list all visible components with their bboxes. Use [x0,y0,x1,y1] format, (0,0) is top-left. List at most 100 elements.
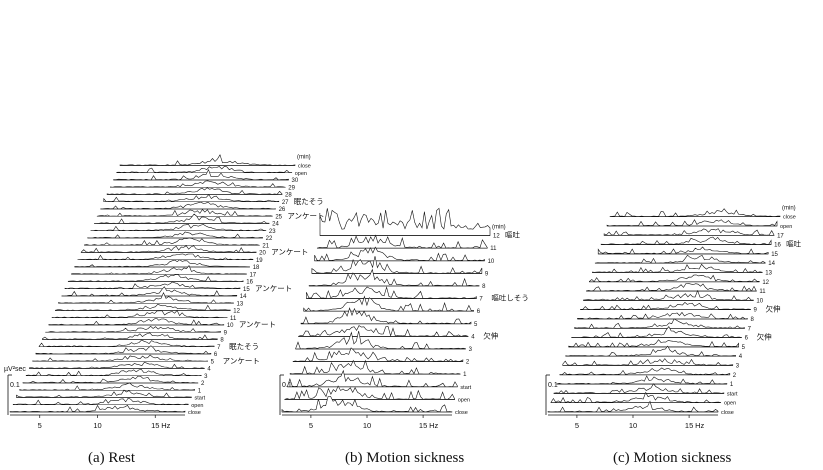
x-tick-label-b-10: 10 [363,421,371,430]
x-tick-label-a-10: 10 [93,421,101,430]
spectrum-a-row-6 [29,361,205,369]
row-label-a-close-0: close [188,410,201,416]
row-label-a-22-24: 22 [266,236,273,242]
time-unit-c: (min) [782,206,796,212]
caption-b: (b) Motion sickness [345,450,465,466]
row-label-a-14-16: 14 [240,294,247,300]
x-tick-label-c-15: 15 [685,421,693,430]
y-scale-label-a: 0.1 [10,382,20,389]
spectrum-a-row-2 [16,389,192,398]
spectrum-c-row-2 [553,383,725,394]
spectrum-c-row-13 [586,283,757,292]
row-label-a-3-5: 3 [204,374,208,380]
row-label-c-open-1: open [724,401,736,407]
annotation-a-min-5: アンケート [223,356,260,365]
row-label-a-21-23: 21 [262,243,269,249]
spectrum-a-row-19 [71,265,247,275]
row-label-b-3-5: 3 [469,347,473,353]
row-label-b-12-14: 12 [493,234,500,240]
x-tick-label-a-15: 15 [151,421,159,430]
spectrum-a-row-29 [103,193,280,203]
caption-c: (c) Motion sickness [613,450,732,466]
row-label-a-12-14: 12 [233,309,240,315]
spectrum-a-row-1 [12,397,189,406]
spectrum-a-row-31 [109,180,286,188]
row-label-a-23-25: 23 [269,229,276,235]
spectrum-b-row-9 [306,286,477,299]
x-tick-label-b-15: 15 [419,421,427,430]
row-label-a-4-6: 4 [207,367,211,373]
spectrum-c-row-3 [556,375,728,385]
spectrum-c-row-1 [550,391,722,404]
row-label-b-1-3: 1 [463,372,467,378]
spectrum-b-row-6 [298,325,469,337]
row-label-a-8-10: 8 [220,338,224,344]
spectrum-c-row-16 [594,254,766,264]
x-unit-c: Hz [695,421,704,430]
row-label-a-close-34: close [298,164,311,170]
annotation-a-min-20: アンケート [271,248,308,257]
spectrum-b-row-10 [308,268,480,287]
row-label-a-5-7: 5 [211,359,215,365]
row-label-b-start-2: start [460,385,471,391]
spectrum-b-row-3 [289,359,461,375]
row-label-a-1-3: 1 [198,388,202,394]
annotation-a-min-25: アンケート [287,211,324,220]
row-label-a-24-26: 24 [272,222,279,228]
spectrum-c-row-11 [580,301,751,311]
annotation-a-min-7: 眠たそう [229,342,259,351]
row-label-b-10-12: 10 [488,259,495,265]
spectrum-a-row-27 [96,209,273,217]
row-label-a-15-17: 15 [243,287,250,293]
spectrum-a-row-4 [22,375,199,384]
row-label-a-9-11: 9 [224,330,228,336]
spectrum-c-row-21 [609,208,781,217]
row-label-a-6-8: 6 [214,352,218,358]
y-scale-label-c: 0.1 [548,382,558,389]
spectrum-a-row-16 [61,286,238,297]
x-unit-b: Hz [429,421,438,430]
row-label-b-2-4: 2 [466,360,470,366]
spectrum-b-row-2 [287,369,458,388]
row-label-c-4-6: 4 [739,354,743,360]
x-tick-label-c-10: 10 [629,421,637,430]
row-label-c-close-0: close [721,410,734,416]
spectrum-a-row-11 [45,325,221,333]
spectrum-a-row-10 [42,332,218,340]
row-label-c-start-2: start [727,391,738,397]
spectrum-a-row-18 [67,274,244,282]
row-label-c-3-5: 3 [736,364,740,370]
spectrum-a-row-34 [119,154,296,166]
row-label-b-6-8: 6 [477,309,481,315]
row-label-a-25-27: 25 [275,214,282,220]
annotation-b-min-7: 嘔吐しそう [491,294,529,303]
spectrum-a-row-21 [77,253,254,261]
spectrum-a-row-33 [116,166,293,174]
x-unit-a: Hz [161,421,170,430]
spectrum-c-row-6 [565,345,737,357]
row-label-c-17-19: 17 [777,233,784,239]
row-label-b-9-11: 9 [485,271,489,277]
time-unit-a: (min) [297,155,311,161]
row-label-a-2-4: 2 [201,381,205,387]
row-label-b-close-0: close [455,410,468,416]
y-unit-a: µV²sec [4,366,26,373]
row-label-c-6-8: 6 [745,336,749,342]
spectrum-c-row-8 [571,326,742,338]
spectrum-a-row-3 [19,382,196,391]
row-label-b-7-9: 7 [479,297,483,303]
spectrum-b-row-4 [292,347,464,362]
row-label-a-16-18: 16 [246,280,253,286]
spectrum-c-row-19 [603,228,775,236]
spectrum-a-row-9 [38,339,215,348]
annotation-c-min-9: 欠伸 [765,304,780,314]
spectrum-a-row-5 [25,368,202,377]
annotation-a-min-15: アンケート [255,284,292,293]
row-label-c-open-20: open [780,224,792,230]
row-label-a-19-21: 19 [256,258,263,264]
row-label-a-13-15: 13 [237,301,244,307]
row-label-a-open-1: open [191,403,203,409]
row-label-a-7-9: 7 [217,345,221,351]
annotation-a-min-10: アンケート [239,320,276,329]
row-label-a-18-20: 18 [253,265,260,271]
